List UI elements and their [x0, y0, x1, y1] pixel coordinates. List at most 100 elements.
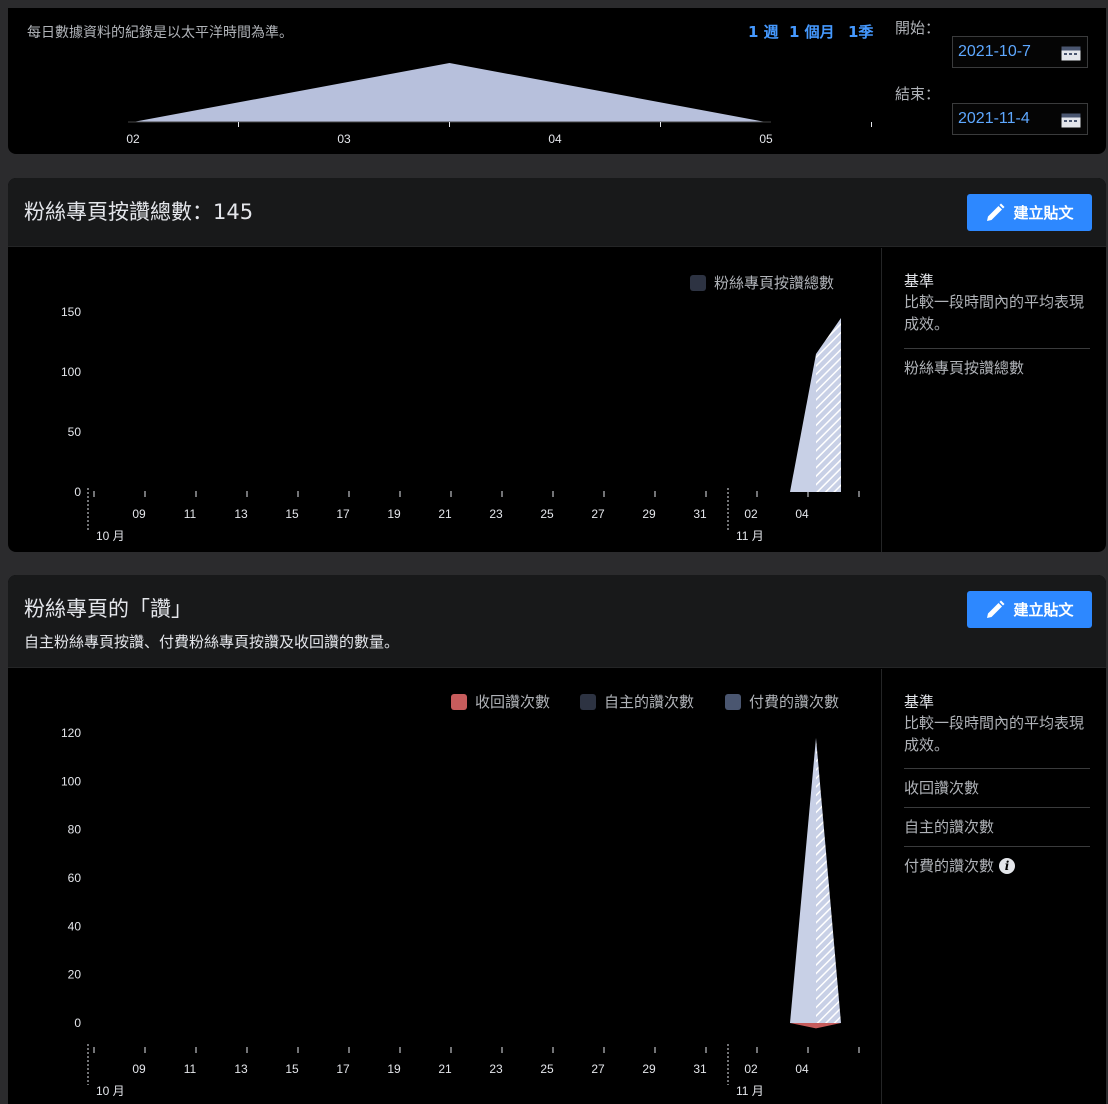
x-tick-label: 31	[693, 1062, 707, 1076]
benchmark-title: 基準	[904, 272, 935, 290]
x-tick-label: 13	[234, 507, 248, 521]
benchmark-item[interactable]: 自主的讚次數	[904, 807, 1090, 837]
x-tick-label: 04	[795, 1062, 809, 1076]
y-tick-label: 80	[68, 823, 82, 837]
create-post-label: 建立貼文	[1013, 204, 1074, 222]
legend-item[interactable]: 自主的讚次數	[580, 691, 694, 712]
benchmark-item-label: 自主的讚次數	[904, 818, 995, 836]
x-tick-label: 21	[438, 507, 452, 521]
area-hatched-segment	[816, 737, 841, 1023]
benchmark-item[interactable]: 付費的讚次數 i	[904, 846, 1090, 876]
preset-1-quarter[interactable]: 1季	[848, 23, 874, 41]
x-tick-label: 27	[591, 507, 605, 521]
start-date-value: 2021-10-7	[958, 43, 1031, 60]
timezone-note: 每日數據資料的紀錄是以太平洋時間為準。	[27, 25, 293, 41]
create-post-button[interactable]: 建立貼文	[967, 591, 1092, 628]
card-subtitle: 自主粉絲專頁按讚、付費粉絲專頁按讚及收回讚的數量。	[24, 633, 400, 651]
x-tick-label: 25	[540, 1062, 554, 1076]
y-tick-label: 150	[61, 305, 81, 319]
month-label: 10 月	[96, 1084, 125, 1098]
x-tick-label: 29	[642, 507, 656, 521]
area-withdrawn-segment	[790, 1023, 841, 1029]
chart-area: 粉絲專頁按讚總數 0 50 100 150 09 11 13 15 17 19 21 23 25 27 29…	[8, 248, 881, 552]
x-tick-label: 15	[285, 507, 299, 521]
x-tick-label: 02	[744, 1062, 758, 1076]
legend-item[interactable]: 粉絲專頁按讚總數	[690, 272, 834, 293]
area-hatched-segment	[816, 318, 841, 492]
end-date-label: 結束：	[895, 85, 941, 103]
info-icon[interactable]: i	[999, 857, 1016, 874]
x-tick-label: 21	[438, 1062, 452, 1076]
legend-label: 收回讚次數	[475, 693, 551, 711]
area-solid-segment	[790, 354, 816, 492]
legend-label: 粉絲專頁按讚總數	[714, 274, 835, 292]
x-tick-label: 25	[540, 507, 554, 521]
calendar-icon[interactable]	[1061, 113, 1081, 128]
x-tick-label: 09	[132, 507, 146, 521]
y-tick-label: 120	[61, 726, 81, 740]
legend-item[interactable]: 付費的讚次數	[725, 691, 839, 712]
x-tick-label: 15	[285, 1062, 299, 1076]
x-tick-label: 27	[591, 1062, 605, 1076]
y-tick-label: 40	[68, 919, 82, 933]
card-title: 粉絲專頁按讚總數：145	[24, 200, 254, 224]
preset-1-week[interactable]: 1 週	[748, 23, 779, 41]
start-date-label: 開始：	[895, 19, 941, 37]
preset-1-month[interactable]: 1 個月	[789, 23, 835, 41]
x-tick-label: 17	[336, 1062, 350, 1076]
y-tick-label: 100	[61, 365, 81, 379]
benchmark-item-label: 收回讚次數	[904, 779, 980, 797]
legend-item[interactable]: 收回讚次數	[451, 691, 550, 712]
benchmark-item[interactable]: 粉絲專頁按讚總數	[904, 348, 1090, 378]
x-tick-label: 31	[693, 507, 707, 521]
y-tick-label: 100	[61, 774, 81, 788]
range-brush-tick-label: 02	[126, 132, 140, 146]
create-post-button[interactable]: 建立貼文	[967, 194, 1092, 231]
page-likes-card: 粉絲專頁按讚總數：145 建立貼文 粉絲專頁按讚總數 0 50 100 150 09 11…	[8, 178, 1106, 552]
pencil-icon	[987, 203, 1005, 221]
x-tick-label: 23	[489, 1062, 503, 1076]
range-brush-area	[133, 63, 766, 122]
x-tick-label: 23	[489, 507, 503, 521]
page-likes-chart: 0 50 100 150 09 11 13 15 17 19 21 23 25 27 29 31 02 04 10 …	[61, 305, 860, 543]
benchmark-desc: 比較一段時間內的平均表現成效。	[904, 714, 1085, 754]
x-tick-label: 17	[336, 507, 350, 521]
create-post-label: 建立貼文	[1013, 601, 1074, 619]
x-tick-label: 02	[744, 507, 758, 521]
range-brush-tick-label: 04	[548, 132, 562, 146]
legend-label: 自主的讚次數	[604, 693, 695, 711]
y-tick-label: 0	[74, 485, 81, 499]
calendar-icon[interactable]	[1061, 46, 1081, 61]
month-label: 11 月	[736, 1084, 764, 1098]
x-tick-label: 09	[132, 1062, 146, 1076]
chart-area: 收回讚次數 自主的讚次數 付費的讚次數 0 20 40 60 80 100 120 09 11 1…	[8, 669, 881, 1104]
x-tick-label: 19	[387, 1062, 401, 1076]
x-tick-label: 04	[795, 507, 809, 521]
month-label: 11 月	[736, 529, 764, 543]
benchmark-panel: 基準 比較一段時間內的平均表現成效。 粉絲專頁按讚總數	[881, 248, 1106, 552]
pencil-icon	[987, 600, 1005, 618]
date-range-panel: 每日數據資料的紀錄是以太平洋時間為準。 1 週 1 個月 1季 02 03 04 05…	[8, 8, 1106, 154]
benchmark-desc: 比較一段時間內的平均表現成效。	[904, 293, 1085, 333]
month-label: 10 月	[96, 529, 125, 543]
card-header: 粉絲專頁按讚總數：145 建立貼文	[8, 178, 1106, 247]
x-tick-label: 11	[184, 1062, 197, 1076]
benchmark-item[interactable]: 收回讚次數	[904, 768, 1090, 798]
end-date-field[interactable]: 2021-11-4	[952, 103, 1088, 135]
start-date-field[interactable]: 2021-10-7	[952, 36, 1088, 68]
benchmark-item-label: 付費的讚次數	[904, 857, 995, 875]
legend-swatch	[725, 693, 741, 710]
legend-swatch	[690, 274, 706, 291]
x-tick-label: 29	[642, 1062, 656, 1076]
x-tick-label: 19	[387, 507, 401, 521]
y-tick-label: 60	[68, 871, 82, 885]
area-solid-segment	[790, 737, 816, 1023]
legend-swatch	[580, 693, 596, 710]
benchmark-title: 基準	[904, 693, 935, 711]
y-tick-label: 50	[68, 425, 82, 439]
range-brush-chart[interactable]: 02 03 04 05	[8, 8, 898, 154]
range-brush-tick-label: 03	[337, 132, 351, 146]
legend-swatch	[451, 693, 467, 710]
benchmark-item-label: 粉絲專頁按讚總數	[904, 359, 1025, 377]
